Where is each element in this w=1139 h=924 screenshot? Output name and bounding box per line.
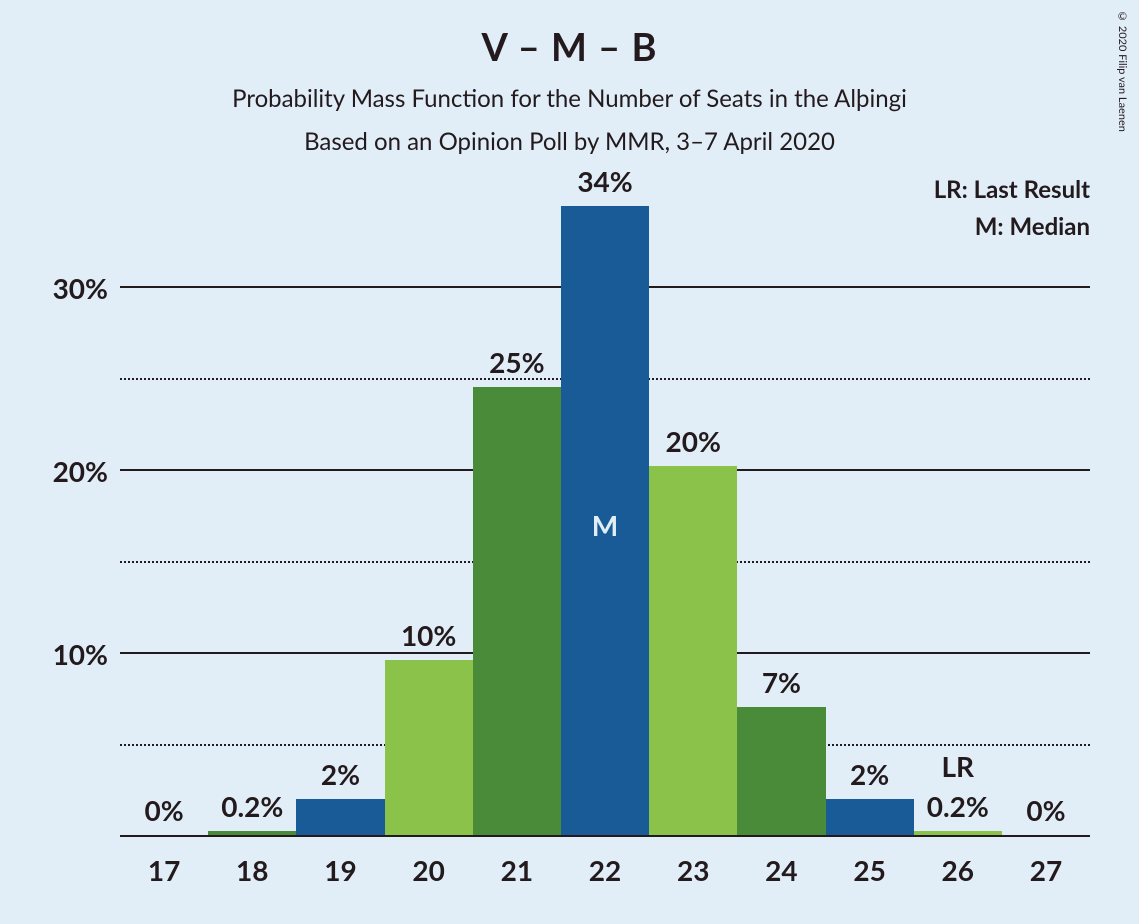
bar-slot: 10%20 (385, 195, 473, 835)
bar: 2% (296, 799, 384, 835)
x-axis-tick-label: 24 (765, 853, 797, 887)
bar-value-label: 25% (489, 345, 544, 379)
bar: 20% (649, 466, 737, 835)
bars-container: 0%170.2%182%1910%2025%2134%M2220%237%242… (120, 195, 1090, 835)
y-axis-tick-label: 20% (53, 454, 108, 488)
median-marker: M (592, 508, 618, 542)
bar-slot: 0%27 (1002, 195, 1090, 835)
bar: 10% (385, 660, 473, 835)
bar-value-label: 0.2% (927, 789, 989, 823)
x-axis-tick-label: 27 (1030, 853, 1062, 887)
bar-slot: 7%24 (737, 195, 825, 835)
bar: 2% (826, 799, 914, 835)
bar-slot: 0.2%LR26 (914, 195, 1002, 835)
bar: 7% (737, 707, 825, 835)
chart-subtitle: Probability Mass Function for the Number… (0, 84, 1139, 113)
x-axis-tick-label: 20 (412, 853, 444, 887)
bar-slot: 0%17 (120, 195, 208, 835)
x-axis-tick-label: 19 (324, 853, 356, 887)
bar-slot: 0.2%18 (208, 195, 296, 835)
y-axis-tick-label: 10% (53, 637, 108, 671)
x-axis-tick-label: 22 (589, 853, 621, 887)
bar-value-label: 2% (321, 757, 360, 791)
x-axis-tick-label: 23 (677, 853, 709, 887)
bar-value-label: 2% (850, 757, 889, 791)
x-axis-tick-label: 21 (501, 853, 533, 887)
bar-value-label: 0% (145, 793, 184, 827)
chart-plot-area: LR: Last Result M: Median 10%20%30%0%170… (120, 195, 1090, 835)
bar-value-label: 34% (577, 164, 632, 198)
bar-slot: 25%21 (473, 195, 561, 835)
bar-slot: 2%25 (826, 195, 914, 835)
chart-title: V – M – B (0, 0, 1139, 70)
x-axis-tick-label: 18 (236, 853, 268, 887)
bar: 0.2% (208, 831, 296, 835)
x-axis-tick-label: 25 (853, 853, 885, 887)
x-axis-baseline (120, 835, 1090, 837)
bar: 0.2%LR (914, 831, 1002, 835)
y-axis-tick-label: 30% (53, 271, 108, 305)
bar-slot: 2%19 (296, 195, 384, 835)
x-axis-tick-label: 17 (148, 853, 180, 887)
x-axis-tick-label: 26 (942, 853, 974, 887)
bar: 25% (473, 387, 561, 835)
last-result-marker: LR (942, 749, 975, 783)
chart-plot: 10%20%30%0%170.2%182%1910%2025%2134%M222… (120, 195, 1090, 835)
bar-value-label: 20% (666, 424, 721, 458)
bar-value-label: 7% (762, 665, 801, 699)
bar-value-label: 0.2% (221, 789, 283, 823)
bar: 34%M (561, 206, 649, 835)
chart-subtitle-2: Based on an Opinion Poll by MMR, 3–7 Apr… (0, 127, 1139, 156)
bar-value-label: 10% (401, 618, 456, 652)
bar-slot: 20%23 (649, 195, 737, 835)
bar-value-label: 0% (1026, 793, 1065, 827)
bar-slot: 34%M22 (561, 195, 649, 835)
copyright-text: © 2020 Filip van Laenen (1116, 10, 1129, 132)
